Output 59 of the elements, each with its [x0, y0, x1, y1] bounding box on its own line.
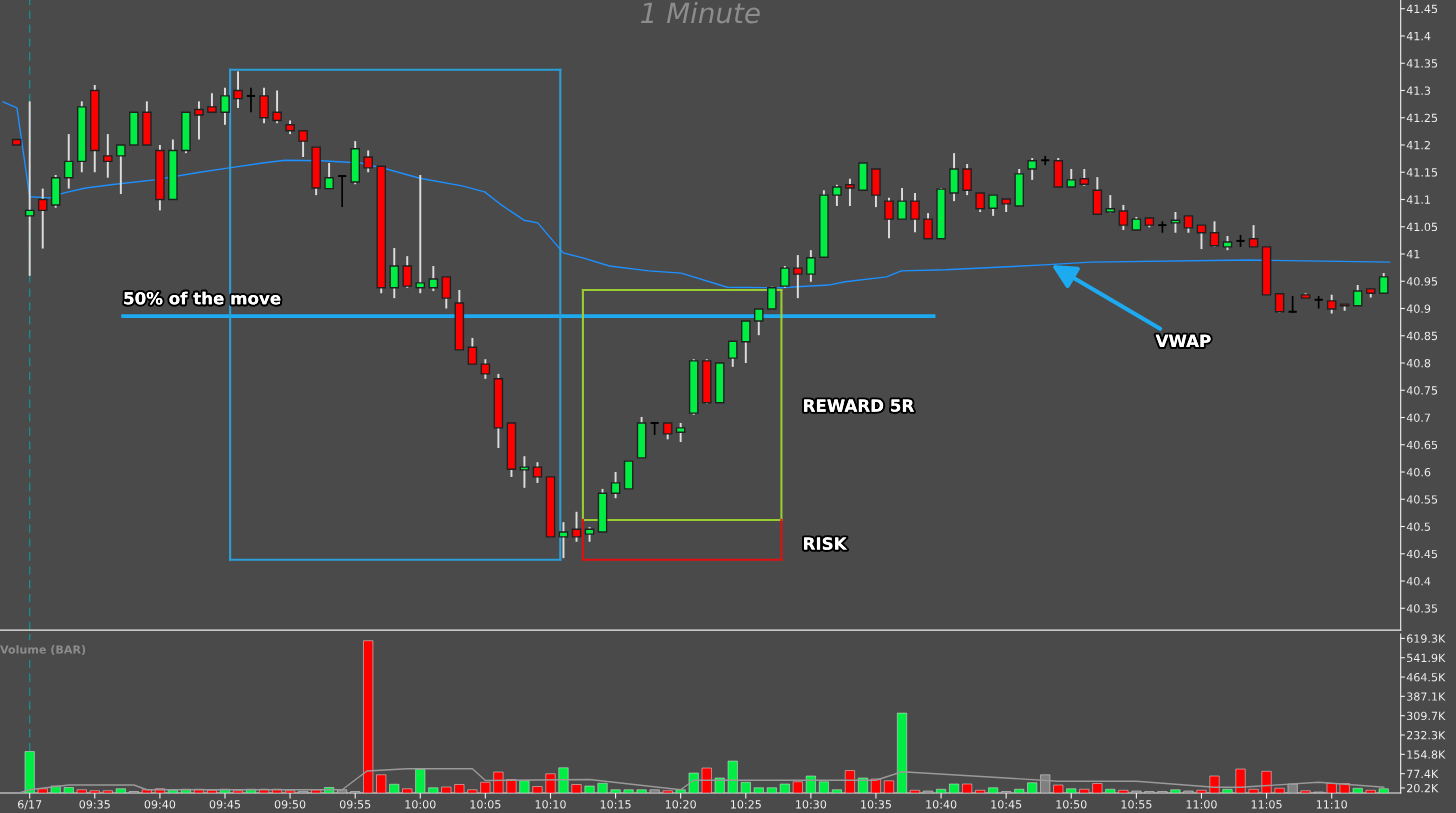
x-tick-label: 09:40	[144, 800, 176, 809]
text: Volume (BAR)	[0, 645, 86, 656]
annotation: VWAP	[1155, 334, 1211, 347]
y-tick-label: 41.2	[1406, 140, 1430, 150]
y-tick-label: 40.35	[1406, 604, 1438, 613]
y-tick-label: 40.55	[1406, 495, 1438, 504]
x-tick-label: 10:40	[926, 800, 957, 809]
x-tick-label: 10:30	[796, 800, 827, 809]
annotation: REWARD 5R	[804, 399, 914, 412]
y-tick-label: 154.8K	[1407, 750, 1446, 759]
y-tick-label: 40.85	[1406, 331, 1438, 341]
x-tick-label: 10:00	[405, 800, 436, 809]
y-tick-label: 40.7	[1406, 413, 1431, 422]
y-tick-label: 41.4	[1406, 32, 1431, 41]
y-tick-label: 41.05	[1406, 222, 1438, 232]
y-tick-label: 41.35	[1406, 59, 1438, 68]
y-tick-label: 541.9K	[1407, 653, 1446, 663]
y-tick-label: 40.4	[1406, 577, 1431, 586]
y-tick-label: 41	[1406, 250, 1420, 259]
chart-title: 1 Minute	[641, 1, 760, 24]
y-tick-label: 387.1K	[1407, 692, 1446, 701]
x-tick-label: 11:00	[1186, 800, 1217, 809]
y-tick-label: 40.8	[1406, 358, 1431, 368]
annotation: 50% of the move	[124, 291, 281, 305]
y-tick-label: 40.65	[1406, 440, 1438, 450]
x-tick-label: 09:45	[209, 800, 241, 809]
y-tick-label: 619.3K	[1407, 634, 1446, 643]
x-tick-label: 10:55	[1121, 800, 1152, 809]
x-tick-label: 6/17	[17, 800, 42, 810]
y-tick-label: 41.1	[1406, 195, 1430, 204]
x-tick-label: 10:20	[665, 800, 696, 809]
x-tick-label: 09:35	[79, 800, 110, 809]
x-tick-label: 09:50	[274, 800, 306, 809]
x-tick-label: 10:05	[470, 800, 501, 809]
y-tick-label: 40.9	[1406, 304, 1431, 313]
x-tick-label: 10:35	[861, 800, 891, 809]
x-tick-label: 10:50	[1056, 800, 1087, 809]
y-tick-label: 40.45	[1406, 549, 1438, 559]
annotation: RISK	[804, 537, 848, 550]
y-tick-label: 20.2K	[1407, 783, 1439, 793]
y-tick-label: 232.3K	[1407, 730, 1446, 740]
x-tick-label: 11:05	[1251, 800, 1282, 809]
y-tick-label: 41.25	[1406, 113, 1438, 123]
y-tick-label: 41.15	[1406, 168, 1438, 177]
y-tick-label: 464.5K	[1406, 673, 1446, 682]
y-tick-label: 40.75	[1406, 386, 1438, 395]
y-tick-label: 41.3	[1406, 86, 1431, 95]
x-tick-label: 10:15	[600, 800, 631, 809]
x-tick-label: 09:55	[339, 800, 371, 809]
x-tick-label: 10:10	[535, 800, 566, 809]
x-tick-label: 11:10	[1316, 800, 1347, 809]
y-tick-label: 309.7K	[1407, 711, 1446, 721]
y-tick-label: 77.4K	[1407, 769, 1439, 778]
x-tick-label: 10:45	[991, 800, 1022, 809]
x-tick-label: 10:25	[731, 800, 761, 809]
y-tick-label: 40.5	[1406, 522, 1430, 531]
y-tick-label: 40.95	[1406, 277, 1438, 286]
y-tick-label: 40.6	[1406, 467, 1431, 477]
y-tick-label: 41.45	[1406, 4, 1438, 14]
